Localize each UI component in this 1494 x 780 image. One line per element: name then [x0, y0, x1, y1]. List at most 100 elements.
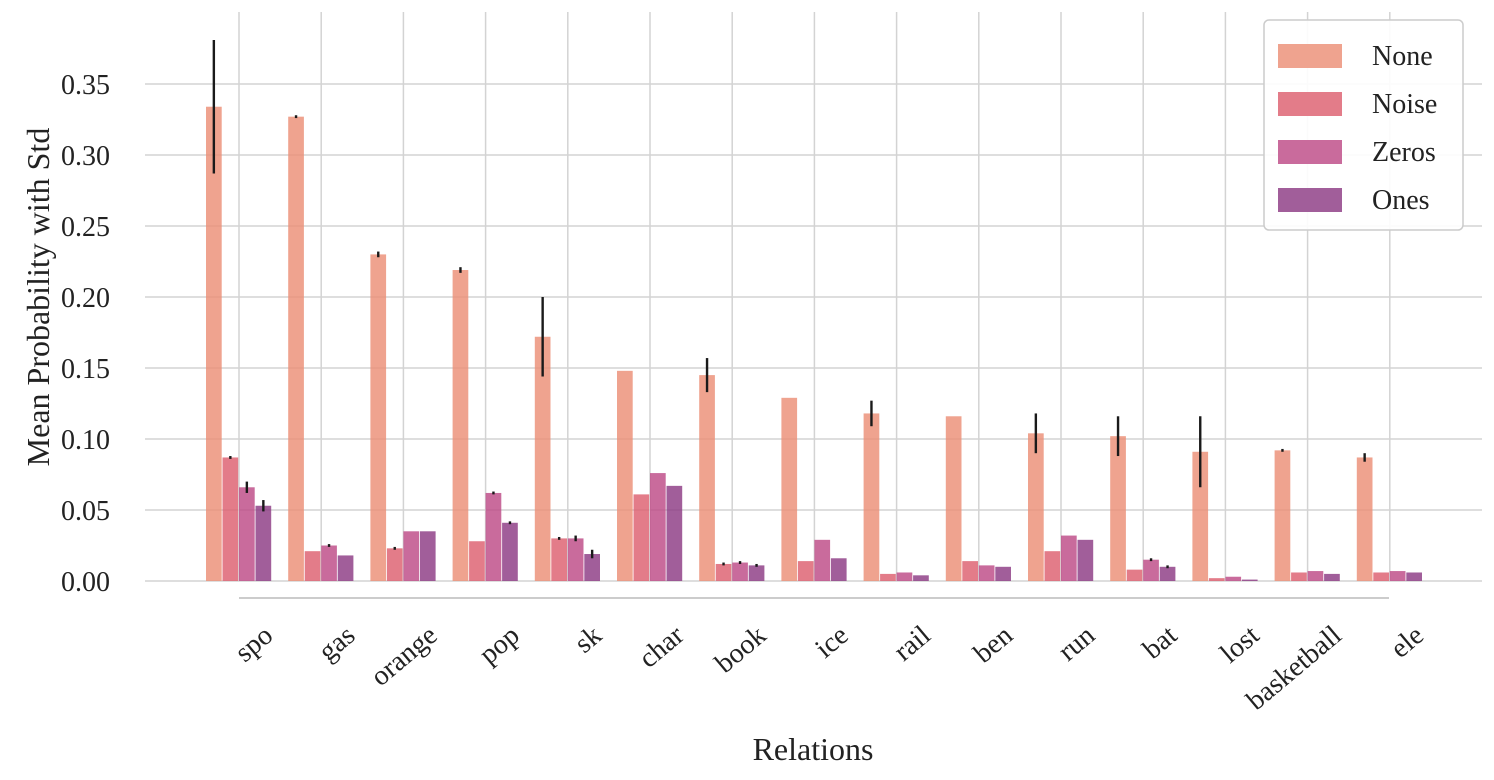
bar-noise-ice	[797, 561, 814, 581]
bar-zeros-ben	[978, 565, 995, 581]
x-tick-label: run	[1052, 620, 1101, 668]
x-tick-label: char	[633, 619, 690, 674]
bar-none-pop	[452, 270, 469, 581]
bar-none-ice	[781, 397, 798, 581]
bar-zeros-basketball	[1307, 571, 1324, 581]
legend-swatch-none	[1278, 44, 1342, 68]
bar-ones-sk	[584, 554, 600, 581]
bar-noise-spo	[222, 457, 239, 581]
bar-ones-spo	[255, 505, 272, 581]
y-tick-label: 0.10	[61, 425, 110, 456]
bar-ones-pop	[502, 522, 518, 581]
bar-zeros-ele	[1389, 571, 1406, 581]
bar-none-sk	[534, 336, 551, 581]
bar-none-book	[699, 375, 715, 581]
legend-swatch-ones	[1278, 188, 1342, 212]
bars-group	[206, 106, 1422, 581]
bar-none-orange	[370, 254, 387, 581]
bar-zeros-lost	[1225, 576, 1242, 581]
bar-none-ben	[945, 416, 962, 581]
legend-swatch-zeros	[1278, 140, 1342, 164]
y-tick-label: 0.15	[61, 354, 110, 385]
bar-none-char	[617, 370, 633, 581]
bar-none-basketball	[1274, 450, 1291, 581]
bar-noise-sk	[551, 538, 567, 581]
legend: None Noise Zeros Ones	[1263, 19, 1464, 231]
bar-noise-lost	[1208, 578, 1225, 581]
bar-zeros-ice	[814, 539, 831, 581]
bar-noise-rail	[880, 573, 896, 581]
bar-ones-ben	[995, 566, 1011, 581]
bar-none-ele	[1356, 457, 1373, 581]
bar-ones-bat	[1159, 566, 1176, 581]
bar-zeros-sk	[567, 538, 584, 581]
legend-swatch-noise	[1278, 92, 1342, 116]
bar-zeros-book	[732, 562, 748, 581]
bar-zeros-rail	[896, 572, 913, 581]
bar-noise-bat	[1126, 569, 1143, 581]
bar-noise-pop	[469, 541, 485, 581]
bar-ones-ele	[1406, 572, 1422, 581]
bar-zeros-run	[1061, 535, 1077, 581]
x-tick-label: book	[709, 620, 772, 680]
y-tick-label: 0.00	[61, 567, 110, 598]
x-axis-title: Relations	[753, 731, 874, 767]
legend-label-zeros: Zeros	[1372, 137, 1436, 168]
bar-ones-basketball	[1324, 573, 1340, 581]
x-tick-label: spo	[229, 620, 279, 669]
bar-none-lost	[1192, 451, 1209, 581]
y-tick-label: 0.20	[61, 283, 110, 314]
bar-zeros-orange	[403, 531, 420, 581]
y-axis-title: Mean Probability with Std	[20, 128, 56, 467]
x-tick-label: bat	[1137, 620, 1183, 666]
bar-noise-char	[633, 494, 650, 581]
legend-label-none: None	[1372, 41, 1433, 72]
x-tick-label: gas	[313, 620, 362, 668]
bar-zeros-gas	[321, 545, 337, 581]
bar-noise-run	[1044, 551, 1061, 581]
bar-zeros-spo	[239, 487, 255, 581]
bar-zeros-char	[650, 473, 666, 581]
bar-noise-book	[715, 563, 732, 581]
bar-ones-ice	[830, 558, 847, 581]
bar-ones-gas	[337, 555, 354, 581]
y-tick-label: 0.30	[61, 141, 110, 172]
bar-zeros-pop	[485, 492, 502, 581]
x-tick-label: lost	[1214, 620, 1265, 670]
x-tick-labels: spo gas orange pop sk char book ice rail ben run ba…	[229, 619, 1430, 716]
y-tick-label: 0.35	[61, 70, 110, 101]
x-tick-label: sk	[569, 620, 608, 660]
x-tick-label: ele	[1385, 620, 1430, 665]
bar-noise-gas	[304, 551, 321, 581]
legend-label-ones: Ones	[1372, 185, 1430, 216]
bar-noise-ben	[962, 561, 978, 581]
x-tick-label: orange	[365, 620, 443, 693]
x-tick-label: ben	[968, 620, 1019, 670]
bar-ones-orange	[419, 531, 436, 581]
y-tick-labels: 0.00 0.05 0.10 0.15 0.20 0.25 0.30 0.35	[61, 70, 110, 598]
bar-none-rail	[863, 413, 880, 581]
legend-frame	[1263, 19, 1464, 231]
x-tick-label: pop	[473, 620, 525, 671]
x-tick-label: rail	[888, 620, 937, 668]
horizontal-gridlines	[145, 83, 1482, 582]
y-tick-label: 0.05	[61, 496, 110, 527]
bar-zeros-bat	[1143, 559, 1159, 581]
bar-noise-orange	[386, 548, 403, 581]
bar-ones-char	[666, 485, 683, 581]
bar-none-run	[1028, 433, 1044, 581]
legend-label-noise: Noise	[1372, 89, 1437, 120]
bar-ones-book	[748, 565, 765, 581]
bar-none-spo	[206, 106, 222, 581]
bar-ones-lost	[1241, 579, 1258, 581]
x-tick-label: ice	[809, 620, 854, 665]
bar-none-gas	[288, 116, 304, 581]
bar-ones-rail	[913, 575, 929, 581]
bar-none-bat	[1110, 436, 1126, 581]
bar-noise-basketball	[1291, 572, 1307, 581]
bar-noise-ele	[1373, 572, 1389, 581]
y-tick-label: 0.25	[61, 212, 110, 243]
error-bars-group	[212, 39, 1366, 569]
bar-ones-run	[1077, 539, 1094, 581]
